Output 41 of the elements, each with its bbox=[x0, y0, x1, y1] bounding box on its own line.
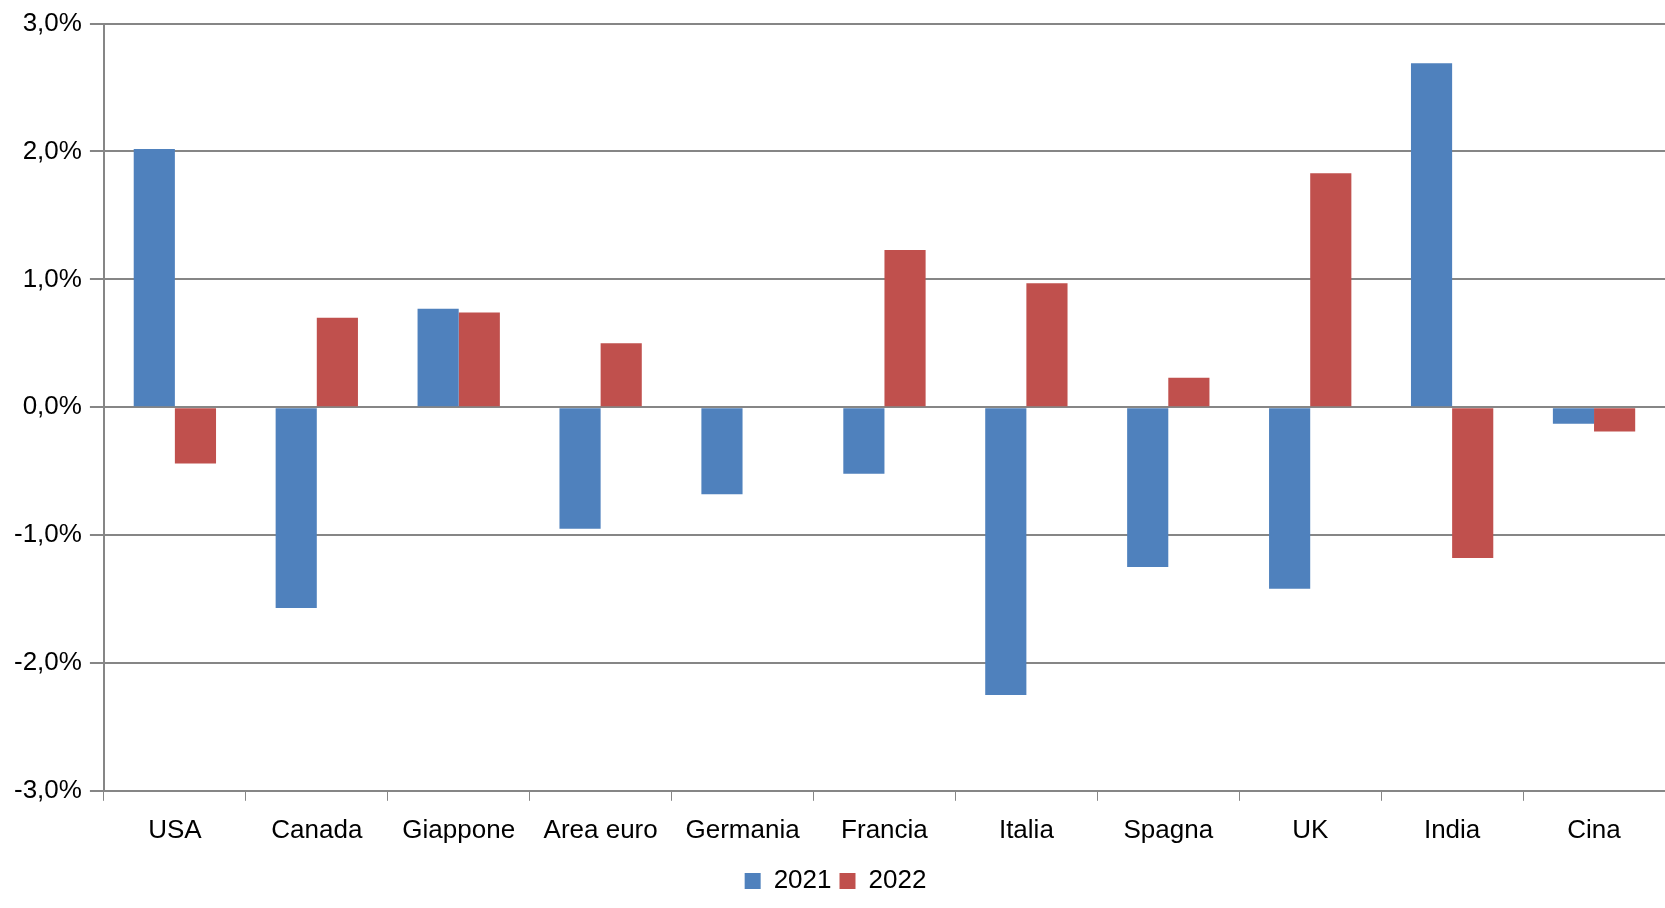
bar bbox=[417, 308, 459, 407]
y-tick-label: 2,0% bbox=[22, 134, 82, 165]
x-tick-label: Italia bbox=[998, 813, 1055, 844]
bar bbox=[174, 408, 217, 464]
bar bbox=[985, 408, 1027, 695]
bar bbox=[458, 312, 500, 407]
x-tick-label: Spagna bbox=[1123, 813, 1214, 844]
bar bbox=[1127, 408, 1169, 568]
bar bbox=[559, 408, 601, 529]
bar bbox=[843, 408, 885, 474]
y-tick-label: 0,0% bbox=[22, 390, 82, 421]
x-tick-label: USA bbox=[148, 813, 203, 844]
x-tick-label: India bbox=[1423, 813, 1481, 844]
bar bbox=[1269, 408, 1311, 589]
x-tick-label: Canada bbox=[271, 813, 363, 844]
x-tick-label: UK bbox=[1292, 813, 1329, 844]
bar bbox=[1168, 377, 1210, 407]
x-tick-label: Area euro bbox=[543, 813, 658, 844]
bar bbox=[1026, 283, 1068, 407]
x-tick-label: Cina bbox=[1567, 813, 1622, 844]
legend-label: 2021 bbox=[773, 864, 832, 895]
bar bbox=[1452, 408, 1494, 559]
bar bbox=[133, 148, 175, 407]
bar bbox=[884, 249, 926, 407]
bar bbox=[600, 343, 642, 407]
bar bbox=[1552, 408, 1595, 424]
bar bbox=[316, 317, 358, 407]
bar bbox=[275, 408, 317, 608]
y-tick-label: 3,0% bbox=[22, 6, 82, 37]
y-tick-label: 1,0% bbox=[22, 262, 82, 293]
y-tick-label: -2,0% bbox=[14, 646, 82, 677]
bar bbox=[701, 408, 743, 495]
legend-label: 2022 bbox=[868, 864, 927, 895]
y-tick-label: -1,0% bbox=[14, 518, 82, 549]
x-tick-label: Germania bbox=[685, 813, 801, 844]
x-tick-label: Giappone bbox=[402, 813, 516, 844]
y-tick-label: -3,0% bbox=[14, 773, 82, 804]
x-tick-label: Francia bbox=[841, 813, 929, 844]
bar bbox=[1310, 173, 1352, 407]
bar bbox=[1410, 63, 1453, 407]
bar bbox=[1594, 408, 1636, 432]
